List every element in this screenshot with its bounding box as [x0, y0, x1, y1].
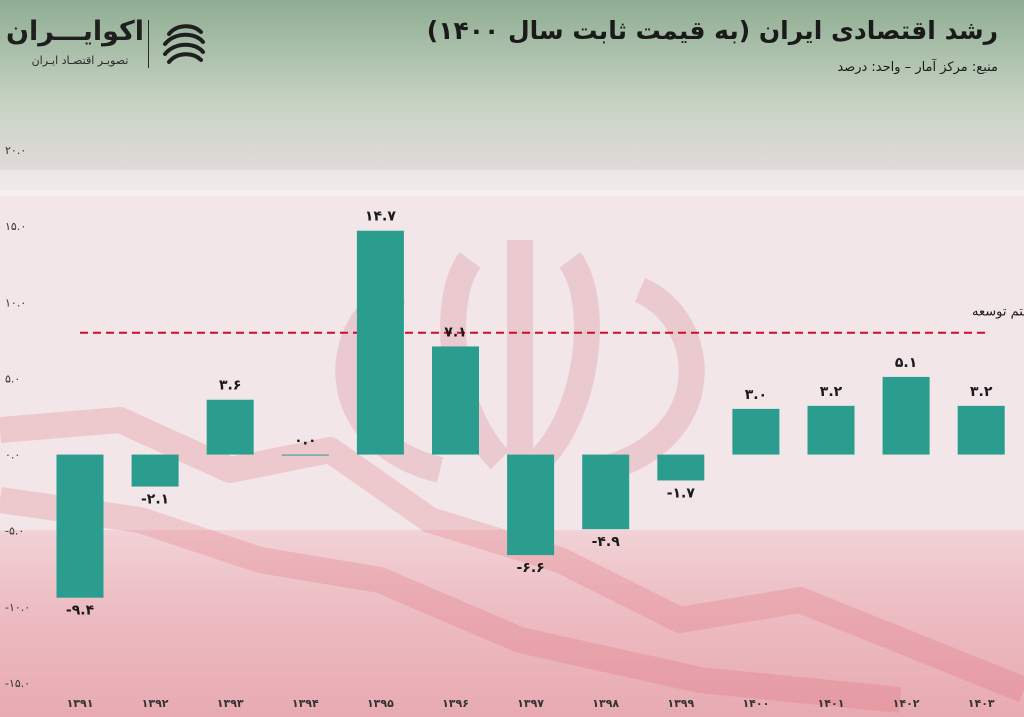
y-tick-label: -۵.۰ — [5, 525, 24, 538]
value-label: ۵.۱ — [895, 355, 917, 371]
value-label: -۶.۶ — [516, 560, 544, 576]
value-label: ۳.۰ — [745, 387, 767, 403]
logo-tagline: تصویـر اقتصـاد ایـران — [31, 54, 129, 67]
bar — [131, 454, 179, 487]
value-label: -۹.۴ — [66, 603, 95, 619]
x-tick-label: ۱۳۹۵ — [367, 697, 394, 710]
falling-arrow-icon — [0, 407, 1024, 713]
x-tick-label: ۱۴۰۰ — [742, 697, 769, 710]
y-tick-label: ۱۵.۰ — [5, 220, 26, 233]
value-label: ۷.۱ — [444, 324, 466, 340]
value-label: ۱۴.۷ — [365, 209, 396, 225]
y-tick-label: -۱۰.۰ — [5, 601, 30, 614]
x-tick-label: ۱۳۹۷ — [517, 697, 544, 710]
y-tick-label: -۱۵.۰ — [5, 677, 30, 690]
target-label-part: طبق هدف‌گذاری برنامه هفتم توسعه — [972, 304, 1024, 320]
x-tick-label: ۱۳۹۸ — [592, 697, 619, 710]
bar — [56, 454, 104, 598]
x-tick-label: ۱۳۹۹ — [667, 697, 694, 710]
logo-name: اکوایـــران — [5, 16, 144, 47]
ecoiran-logo-icon — [163, 24, 205, 64]
x-tick-label: ۱۴۰۳ — [968, 697, 995, 710]
bar — [657, 454, 705, 481]
brand-logo[interactable]: اکوایـــران تصویـر اقتصـاد ایـران — [5, 14, 214, 74]
x-tick-label: ۱۳۹۴ — [292, 697, 319, 710]
y-tick-label: ۰.۰ — [5, 449, 20, 462]
bar — [507, 454, 555, 556]
value-label: ۳.۶ — [219, 378, 241, 394]
value-label: ۳.۲ — [970, 384, 993, 400]
value-label: -۱.۷ — [667, 485, 696, 501]
bar — [957, 405, 1005, 455]
y-tick-label: ۲۰.۰ — [5, 144, 26, 157]
x-tick-label: ۱۳۹۱ — [67, 697, 94, 710]
y-tick-label: ۱۰.۰ — [5, 296, 26, 309]
x-tick-label: ۱۳۹۳ — [217, 697, 244, 710]
value-label: -۴.۹ — [592, 534, 621, 550]
bar — [432, 346, 479, 455]
bar — [281, 454, 329, 456]
bar — [206, 399, 254, 455]
value-label: -۲.۱ — [141, 492, 169, 508]
bar — [807, 405, 855, 455]
target-label: رشد ۸ درصدی طبق هدف‌گذاری برنامه هفتم تو… — [972, 304, 1024, 320]
y-tick-label: ۵.۰ — [5, 372, 20, 385]
x-tick-label: ۱۴۰۱ — [818, 697, 845, 710]
value-label: ۰.۰ — [294, 433, 316, 449]
source-note: منبع: مرکز آمار – واحد: درصد — [837, 60, 998, 75]
value-label: ۳.۲ — [820, 384, 843, 400]
bar — [732, 408, 780, 455]
x-tick-label: ۱۳۹۶ — [442, 697, 469, 710]
bar — [882, 376, 930, 455]
bar — [582, 454, 630, 530]
bar — [356, 230, 404, 455]
x-tick-label: ۱۴۰۲ — [893, 697, 920, 710]
x-tick-label: ۱۳۹۲ — [142, 697, 169, 710]
logo-divider — [148, 20, 149, 68]
chart-title: رشد اقتصادی ایران (به قیمت ثابت سال ۱۴۰۰… — [426, 16, 998, 45]
